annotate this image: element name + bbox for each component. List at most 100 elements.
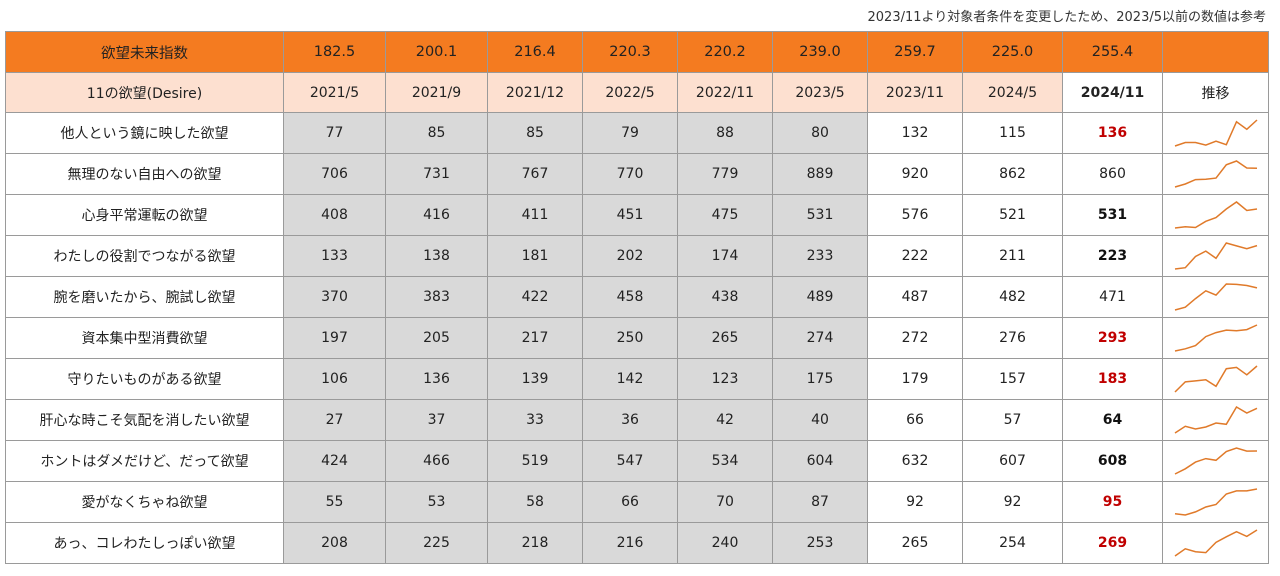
value-cell: 181 bbox=[487, 235, 583, 277]
value-cell: 142 bbox=[582, 358, 678, 400]
period-header: 2021/9 bbox=[385, 72, 488, 113]
value-cell: 40 bbox=[772, 399, 868, 441]
value-cell: 218 bbox=[487, 522, 583, 564]
value-cell: 862 bbox=[962, 153, 1063, 195]
table-row: 腕を磨いたから、腕試し欲望 370 383 422 458 438 489 487 482 471 bbox=[5, 276, 1269, 318]
table-row: わたしの役割でつながる欲望 133 138 181 202 174 233 222 211 223 bbox=[5, 235, 1269, 277]
trend-line bbox=[1174, 488, 1257, 516]
latest-value-cell: 269 bbox=[1062, 522, 1163, 564]
value-cell: 57 bbox=[962, 399, 1063, 441]
value-cell: 87 bbox=[772, 481, 868, 523]
table-row: ホントはダメだけど、だって欲望 424 466 519 547 534 604 632 607 6… bbox=[5, 440, 1269, 482]
index-row: 欲望未来指数 182.5 200.1 216.4 220.3 220.2 239… bbox=[5, 31, 1269, 73]
value-cell: 138 bbox=[385, 235, 488, 277]
value-cell: 487 bbox=[867, 276, 963, 318]
value-cell: 265 bbox=[867, 522, 963, 564]
trend-sparkline bbox=[1174, 488, 1257, 516]
table-row: 資本集中型消費欲望 197 205 217 250 265 274 272 276 293 bbox=[5, 317, 1269, 359]
value-cell: 604 bbox=[772, 440, 868, 482]
value-cell: 211 bbox=[962, 235, 1063, 277]
value-cell: 451 bbox=[582, 194, 678, 236]
trend-line bbox=[1174, 242, 1257, 270]
value-cell: 274 bbox=[772, 317, 868, 359]
trend-sparkline bbox=[1174, 405, 1257, 434]
trend-sparkline-cell bbox=[1162, 317, 1269, 359]
value-cell: 115 bbox=[962, 112, 1063, 154]
trend-sparkline-cell bbox=[1162, 112, 1269, 154]
value-cell: 547 bbox=[582, 440, 678, 482]
index-value: 225.0 bbox=[962, 31, 1063, 73]
value-cell: 197 bbox=[283, 317, 386, 359]
value-cell: 422 bbox=[487, 276, 583, 318]
value-cell: 175 bbox=[772, 358, 868, 400]
table-row: 無理のない自由への欲望 706 731 767 770 779 889 920 862 860 bbox=[5, 153, 1269, 195]
value-cell: 217 bbox=[487, 317, 583, 359]
index-value: 220.3 bbox=[582, 31, 678, 73]
desire-label: 資本集中型消費欲望 bbox=[5, 317, 284, 359]
value-cell: 531 bbox=[772, 194, 868, 236]
trend-sparkline bbox=[1174, 529, 1257, 557]
value-cell: 179 bbox=[867, 358, 963, 400]
value-cell: 37 bbox=[385, 399, 488, 441]
value-cell: 519 bbox=[487, 440, 583, 482]
period-header: 2021/5 bbox=[283, 72, 386, 113]
desire-label: 腕を磨いたから、腕試し欲望 bbox=[5, 276, 284, 318]
value-cell: 58 bbox=[487, 481, 583, 523]
trend-sparkline-cell bbox=[1162, 358, 1269, 400]
value-cell: 534 bbox=[677, 440, 773, 482]
index-value: 239.0 bbox=[772, 31, 868, 73]
desire-label: 愛がなくちゃね欲望 bbox=[5, 481, 284, 523]
desire-label: あっ、コレわたしっぽい欲望 bbox=[5, 522, 284, 564]
desire-label: 無理のない自由への欲望 bbox=[5, 153, 284, 195]
period-header-latest: 2024/11 bbox=[1062, 72, 1163, 113]
value-cell: 779 bbox=[677, 153, 773, 195]
value-cell: 272 bbox=[867, 317, 963, 359]
desire-label: 守りたいものがある欲望 bbox=[5, 358, 284, 400]
value-cell: 475 bbox=[677, 194, 773, 236]
value-cell: 482 bbox=[962, 276, 1063, 318]
value-cell: 202 bbox=[582, 235, 678, 277]
value-cell: 731 bbox=[385, 153, 488, 195]
value-cell: 106 bbox=[283, 358, 386, 400]
value-cell: 370 bbox=[283, 276, 386, 318]
desire-label: 他人という鏡に映した欲望 bbox=[5, 112, 284, 154]
value-cell: 770 bbox=[582, 153, 678, 195]
value-cell: 265 bbox=[677, 317, 773, 359]
index-value: 220.2 bbox=[677, 31, 773, 73]
reference-note: 2023/11より対象者条件を変更したため、2023/5以前の数値は参考 bbox=[867, 10, 1266, 25]
value-cell: 920 bbox=[867, 153, 963, 195]
value-cell: 36 bbox=[582, 399, 678, 441]
trend-line bbox=[1174, 119, 1258, 147]
value-cell: 42 bbox=[677, 399, 773, 441]
value-cell: 466 bbox=[385, 440, 488, 482]
trend-sparkline-cell bbox=[1162, 194, 1269, 236]
trend-sparkline bbox=[1174, 201, 1257, 229]
latest-value-cell: 95 bbox=[1062, 481, 1163, 523]
value-cell: 416 bbox=[385, 194, 488, 236]
value-cell: 77 bbox=[283, 112, 386, 154]
value-cell: 458 bbox=[582, 276, 678, 318]
value-cell: 88 bbox=[677, 112, 773, 154]
index-empty-cell bbox=[1162, 31, 1269, 73]
latest-value-cell: 471 bbox=[1062, 276, 1163, 318]
value-cell: 706 bbox=[283, 153, 386, 195]
value-cell: 254 bbox=[962, 522, 1063, 564]
desire-label: 肝心な時こそ気配を消したい欲望 bbox=[5, 399, 284, 441]
period-header: 2024/5 bbox=[962, 72, 1063, 113]
value-cell: 174 bbox=[677, 235, 773, 277]
value-cell: 276 bbox=[962, 317, 1063, 359]
trend-line bbox=[1174, 405, 1257, 434]
value-cell: 208 bbox=[283, 522, 386, 564]
trend-line bbox=[1174, 283, 1257, 311]
value-cell: 408 bbox=[283, 194, 386, 236]
latest-value-cell: 223 bbox=[1062, 235, 1163, 277]
latest-value-cell: 183 bbox=[1062, 358, 1163, 400]
trend-sparkline-cell bbox=[1162, 522, 1269, 564]
trend-sparkline-cell bbox=[1162, 399, 1269, 441]
latest-value-cell: 531 bbox=[1062, 194, 1163, 236]
value-cell: 222 bbox=[867, 235, 963, 277]
value-cell: 132 bbox=[867, 112, 963, 154]
latest-value-cell: 608 bbox=[1062, 440, 1163, 482]
value-cell: 53 bbox=[385, 481, 488, 523]
trend-line bbox=[1174, 160, 1257, 188]
